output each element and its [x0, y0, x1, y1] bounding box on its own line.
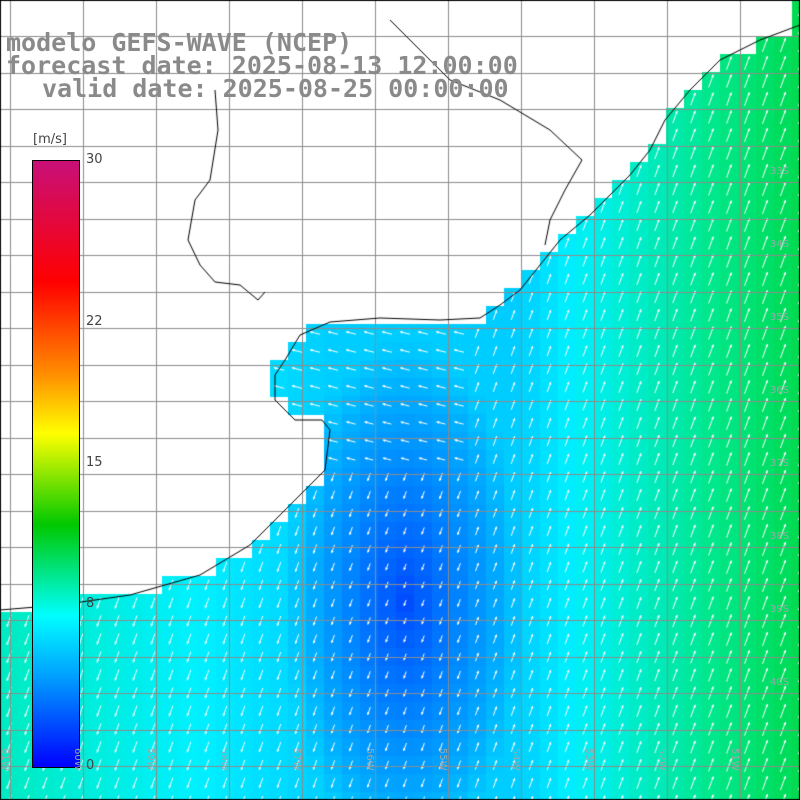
colorbar	[32, 160, 80, 768]
longitude-label: 57W	[291, 748, 302, 771]
colorbar-tick-label: 15	[86, 455, 103, 470]
latitude-label: 40S	[770, 677, 790, 688]
latitude-label: 33S	[770, 166, 790, 177]
latitude-label: 37S	[770, 458, 790, 469]
colorbar-tick-label: 0	[86, 758, 95, 773]
longitude-label: 60W	[72, 748, 83, 771]
latitude-label: 34S	[770, 239, 790, 250]
title-model: modelo GEFS-WAVE (NCEP)	[6, 28, 353, 57]
colorbar-tick-label: 8	[86, 596, 95, 612]
longitude-label: 51W	[729, 748, 740, 771]
title-valid-date: valid date: 2025-08-25 00:00:00	[42, 74, 509, 103]
latitude-label: 36S	[770, 385, 790, 396]
longitude-label: 61W	[0, 748, 10, 771]
latitude-label: 35S	[770, 312, 790, 323]
longitude-label: 58W	[218, 748, 229, 771]
title-forecast-date: forecast date: 2025-08-13 12:00:00	[6, 51, 518, 80]
longitude-label: 59W	[145, 748, 156, 771]
colorbar-unit: [m/s]	[33, 132, 67, 147]
longitude-label: 54W	[510, 748, 521, 771]
latitude-label: 38S	[770, 531, 790, 542]
longitude-label: 55W	[437, 748, 448, 771]
colorbar-tick-label: 22	[86, 313, 103, 329]
latitude-label: 39S	[770, 604, 790, 615]
colorbar-tick-label: 30	[86, 152, 103, 167]
longitude-label: 56W	[364, 748, 375, 771]
longitude-label: 52W	[656, 748, 667, 771]
longitude-label: 53W	[583, 748, 594, 771]
